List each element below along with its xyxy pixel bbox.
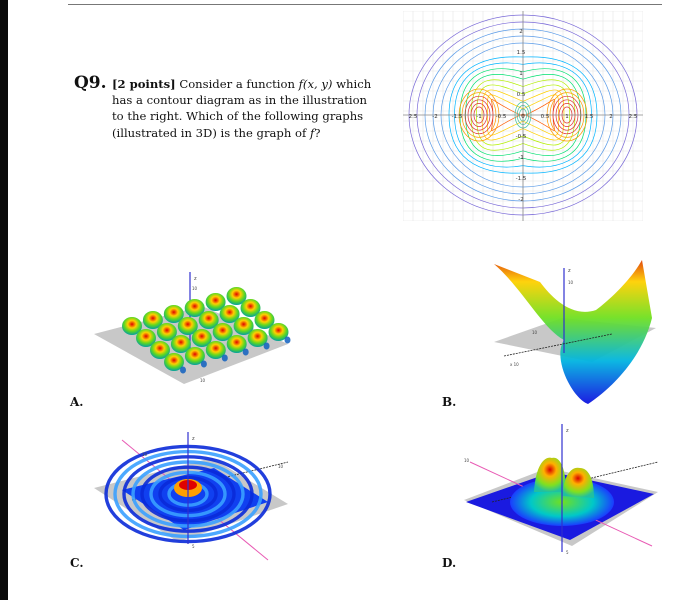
saddle-surface: [494, 260, 652, 404]
option-label-d: D.: [442, 556, 457, 570]
contour-y-tick: 1: [519, 71, 523, 77]
contour-diagram: 2.5 -2 -1.5 -1 -0.5 0 0.5 1 1.5 2 2.5 2 1.5 1 0.5 -0.5 -…: [402, 10, 644, 222]
contour-x-tick: -2: [432, 114, 437, 120]
contour-x-tick: 0: [521, 114, 525, 120]
peak-bump: [205, 341, 226, 359]
peak-bump: [205, 293, 226, 311]
peak-bump: [163, 305, 184, 323]
contour-x-tick: 1: [565, 114, 569, 120]
peak-bump: [184, 347, 205, 365]
peak-bump: [226, 287, 247, 305]
contour-x-tick: 2.5: [409, 114, 418, 120]
question-points: [2 points]: [112, 77, 176, 91]
peak-bump: [122, 317, 142, 335]
graph-b: z 10 10 x 10: [494, 260, 656, 404]
contour-x-tick: 2.5: [629, 114, 638, 120]
top-rule: [68, 4, 662, 5]
peak-bump: [226, 335, 247, 353]
graph-c: z 10 10 5: [94, 432, 289, 561]
z-label-c: z: [192, 436, 195, 442]
pit-dip: [284, 336, 291, 344]
bumps-a: [122, 287, 291, 374]
z-label-b: z: [568, 268, 571, 274]
contour-x-tick: 1.5: [585, 114, 594, 120]
question-text-1: Consider a function: [179, 77, 295, 91]
peak-bump: [219, 305, 240, 323]
contour-x-tick: 0.5: [541, 114, 550, 120]
contour-y-tick: 0.5: [517, 92, 526, 98]
tick-label-c2: 10: [278, 464, 284, 469]
tick-label-a1: 10: [192, 286, 198, 291]
tick-label-d2: 5: [566, 550, 569, 555]
question-function-short: f: [309, 125, 315, 140]
peak-bump: [233, 317, 254, 335]
peak-bump: [164, 353, 184, 371]
peak-bump: [212, 323, 233, 341]
question-function: f(x, y): [298, 77, 333, 91]
peak-bump: [136, 329, 156, 347]
pit-dip: [200, 360, 207, 368]
option-label-b: B.: [442, 395, 457, 409]
x-axis-c: [131, 461, 289, 501]
contour-svg: 2.5 -2 -1.5 -1 -0.5 0 0.5 1 1.5 2 2.5 2 1.5 1 0.5 -0.5 -…: [402, 10, 644, 222]
bump-left: [534, 457, 566, 492]
contour-y-tick: 2: [519, 29, 523, 35]
peak-bump: [142, 311, 163, 329]
contour-x-tick: -1: [476, 114, 481, 120]
peak-bump: [240, 299, 261, 317]
tick-label-b3: x 10: [510, 362, 519, 367]
peak-bump: [198, 311, 219, 329]
contour-y-tick: 1.5: [517, 50, 526, 56]
peak-bump: [191, 329, 212, 347]
peak-bump: [247, 329, 268, 347]
peak-bump: [150, 341, 170, 359]
peak-bump: [170, 335, 191, 353]
question-text: [2 points] Consider a function f(x, y) w…: [112, 76, 374, 141]
pit-dip: [180, 366, 186, 374]
tick-label-c1: 10: [142, 452, 148, 457]
graph-a: z 10 10: [94, 272, 291, 384]
option-label-a: A.: [70, 395, 84, 409]
option-label-c: C.: [70, 556, 84, 570]
peak-bump: [156, 323, 177, 341]
contour-y-tick: -1: [518, 155, 523, 161]
x-axis-b: [503, 333, 613, 357]
tick-label-d1: 10: [464, 458, 470, 463]
contour-x-tick: 2: [609, 114, 613, 120]
bump-right: [562, 467, 594, 498]
graph-d: z 10 5: [464, 424, 659, 555]
contour-x-tick: -1.5: [452, 114, 463, 120]
tick-label-b2: 10: [532, 330, 538, 335]
contour-y-tick: -1.5: [516, 176, 527, 182]
left-edge-bar: [0, 0, 8, 600]
pit-dip: [242, 348, 249, 356]
contour-x-tick: -0.5: [496, 114, 507, 120]
pit-dip: [221, 354, 228, 362]
peak-bump: [254, 311, 275, 329]
contour-y-tick: -2: [518, 197, 523, 203]
question-end: ?: [314, 125, 321, 140]
question-text-2: which has a contour diagram as in the il…: [112, 77, 372, 140]
peak-bump: [268, 323, 289, 341]
peak-bump: [184, 299, 205, 317]
tick-label-b1: 10: [568, 280, 574, 285]
pit-dip: [263, 342, 270, 350]
tick-label-c3: 5: [192, 544, 195, 549]
z-label-a: z: [194, 276, 197, 282]
question-number: Q9.: [74, 73, 107, 93]
z-label-d: z: [566, 428, 569, 434]
contour-y-tick: -0.5: [516, 134, 527, 140]
peak-bump: [177, 317, 198, 335]
tick-label-a2: 10: [200, 378, 206, 383]
